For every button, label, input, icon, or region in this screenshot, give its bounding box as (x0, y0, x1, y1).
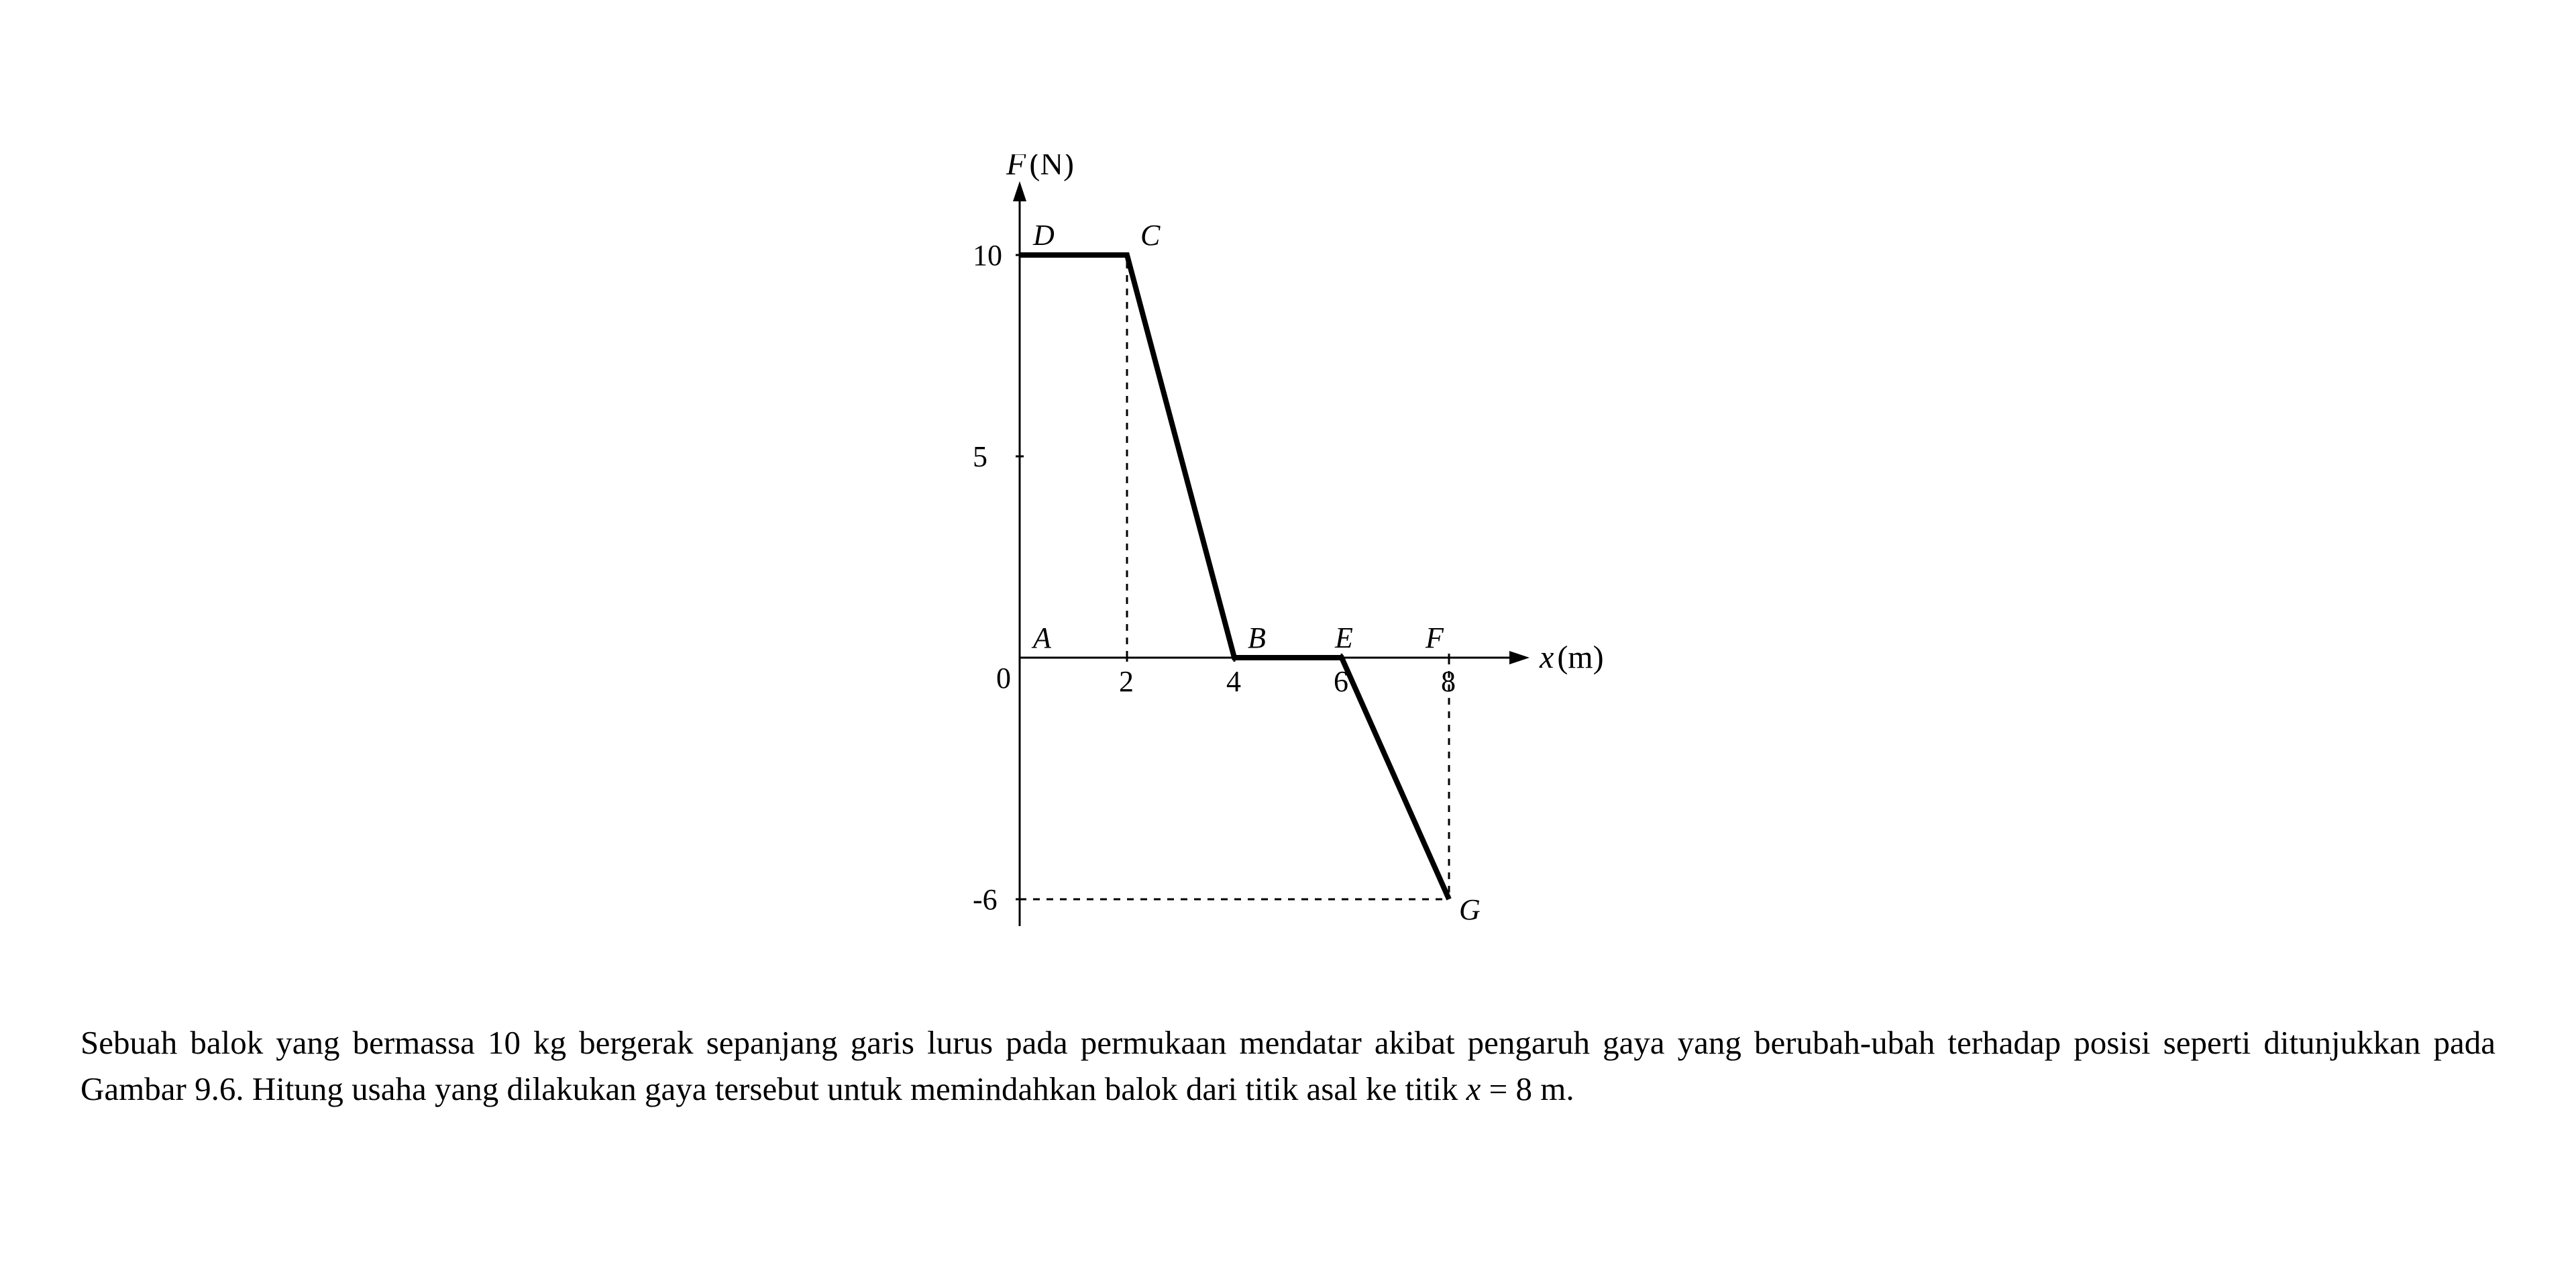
y-tick-label: -6 (973, 883, 998, 916)
y-axis-arrowhead (1013, 181, 1026, 201)
y-tick-label: 5 (973, 440, 987, 473)
chart-svg: 0 2 4 6 8 -6 5 10 A D C B E F G F(N) x(m) (919, 154, 1657, 993)
problem-caption: Sebuah balok yang bermassa 10 kg bergera… (80, 1020, 2496, 1112)
caption-var: x (1466, 1070, 1481, 1107)
y-tick-label: 10 (973, 239, 1002, 272)
data-line (1020, 255, 1449, 899)
x-tick-label: 0 (996, 662, 1011, 695)
x-axis-label: x(m) (1539, 640, 1604, 675)
y-axis-label: F(N) (1006, 154, 1074, 182)
x-tick-label: 6 (1334, 665, 1348, 698)
x-axis-arrowhead (1509, 651, 1529, 664)
x-tick-label: 4 (1226, 665, 1241, 698)
dashed-guides (1020, 255, 1449, 899)
point-label-e: E (1334, 621, 1353, 654)
x-ticks: 0 2 4 6 8 (996, 654, 1456, 698)
y-ticks: -6 5 10 (973, 239, 1024, 916)
point-label-c: C (1140, 219, 1161, 252)
point-label-b: B (1248, 621, 1266, 654)
point-label-f: F (1425, 621, 1444, 654)
x-tick-label: 8 (1441, 665, 1456, 698)
caption-text: Sebuah balok yang bermassa 10 kg bergera… (80, 1024, 2496, 1107)
x-tick-label: 2 (1119, 665, 1134, 698)
point-label-d: D (1032, 219, 1055, 252)
force-position-chart: 0 2 4 6 8 -6 5 10 A D C B E F G F(N) x(m) (919, 154, 1657, 993)
point-label-a: A (1031, 621, 1052, 654)
point-label-g: G (1459, 893, 1481, 926)
caption-end: = 8 m. (1481, 1070, 1574, 1107)
